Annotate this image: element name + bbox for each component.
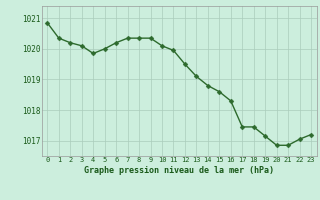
X-axis label: Graphe pression niveau de la mer (hPa): Graphe pression niveau de la mer (hPa) <box>84 166 274 175</box>
